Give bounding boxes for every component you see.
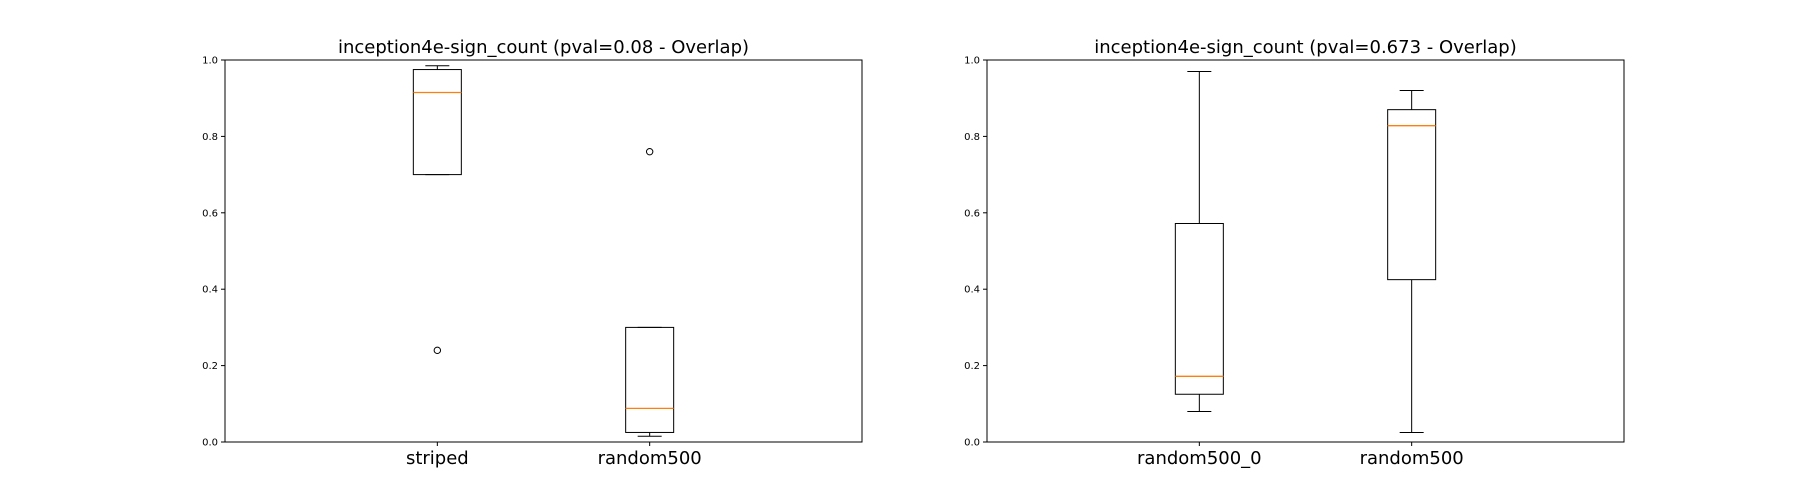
y-tick-label: 1.0 <box>202 56 218 67</box>
box-body <box>1387 109 1437 281</box>
y-tick-label: 0.8 <box>202 132 218 143</box>
box-1 <box>1174 70 1224 412</box>
outlier-point <box>645 147 654 156</box>
box-2 <box>625 147 675 437</box>
chart-panel-2: inception4e-sign_count (pval=0.673 - Ove… <box>964 37 1625 469</box>
x-tick-label: random500_0 <box>1137 448 1262 469</box>
x-tick-label: random500 <box>598 448 702 469</box>
box-1 <box>412 65 462 355</box>
box-2 <box>1387 90 1437 433</box>
outlier-point <box>433 346 442 355</box>
x-tick-label: random500 <box>1360 448 1464 469</box>
box-body <box>412 69 462 176</box>
chart-title: inception4e-sign_count (pval=0.08 - Over… <box>338 37 749 58</box>
y-tick-label: 0.6 <box>964 208 980 219</box>
y-tick-label: 1.0 <box>964 56 980 67</box>
plot-area <box>986 59 1625 443</box>
y-tick-label: 0.2 <box>202 361 218 372</box>
x-tick-label: striped <box>406 448 469 469</box>
plot-area <box>224 59 863 443</box>
y-tick-label: 0.2 <box>964 361 980 372</box>
y-tick-label: 0.0 <box>964 438 980 449</box>
chart-title: inception4e-sign_count (pval=0.673 - Ove… <box>1094 37 1516 58</box>
box-body <box>625 326 675 433</box>
y-tick-label: 0.8 <box>964 132 980 143</box>
chart-panel-1: inception4e-sign_count (pval=0.08 - Over… <box>202 37 863 469</box>
y-tick-label: 0.4 <box>964 285 980 296</box>
y-tick-label: 0.6 <box>202 208 218 219</box>
y-tick-label: 0.0 <box>202 438 218 449</box>
box-body <box>1174 222 1224 395</box>
y-tick-label: 0.4 <box>202 285 218 296</box>
